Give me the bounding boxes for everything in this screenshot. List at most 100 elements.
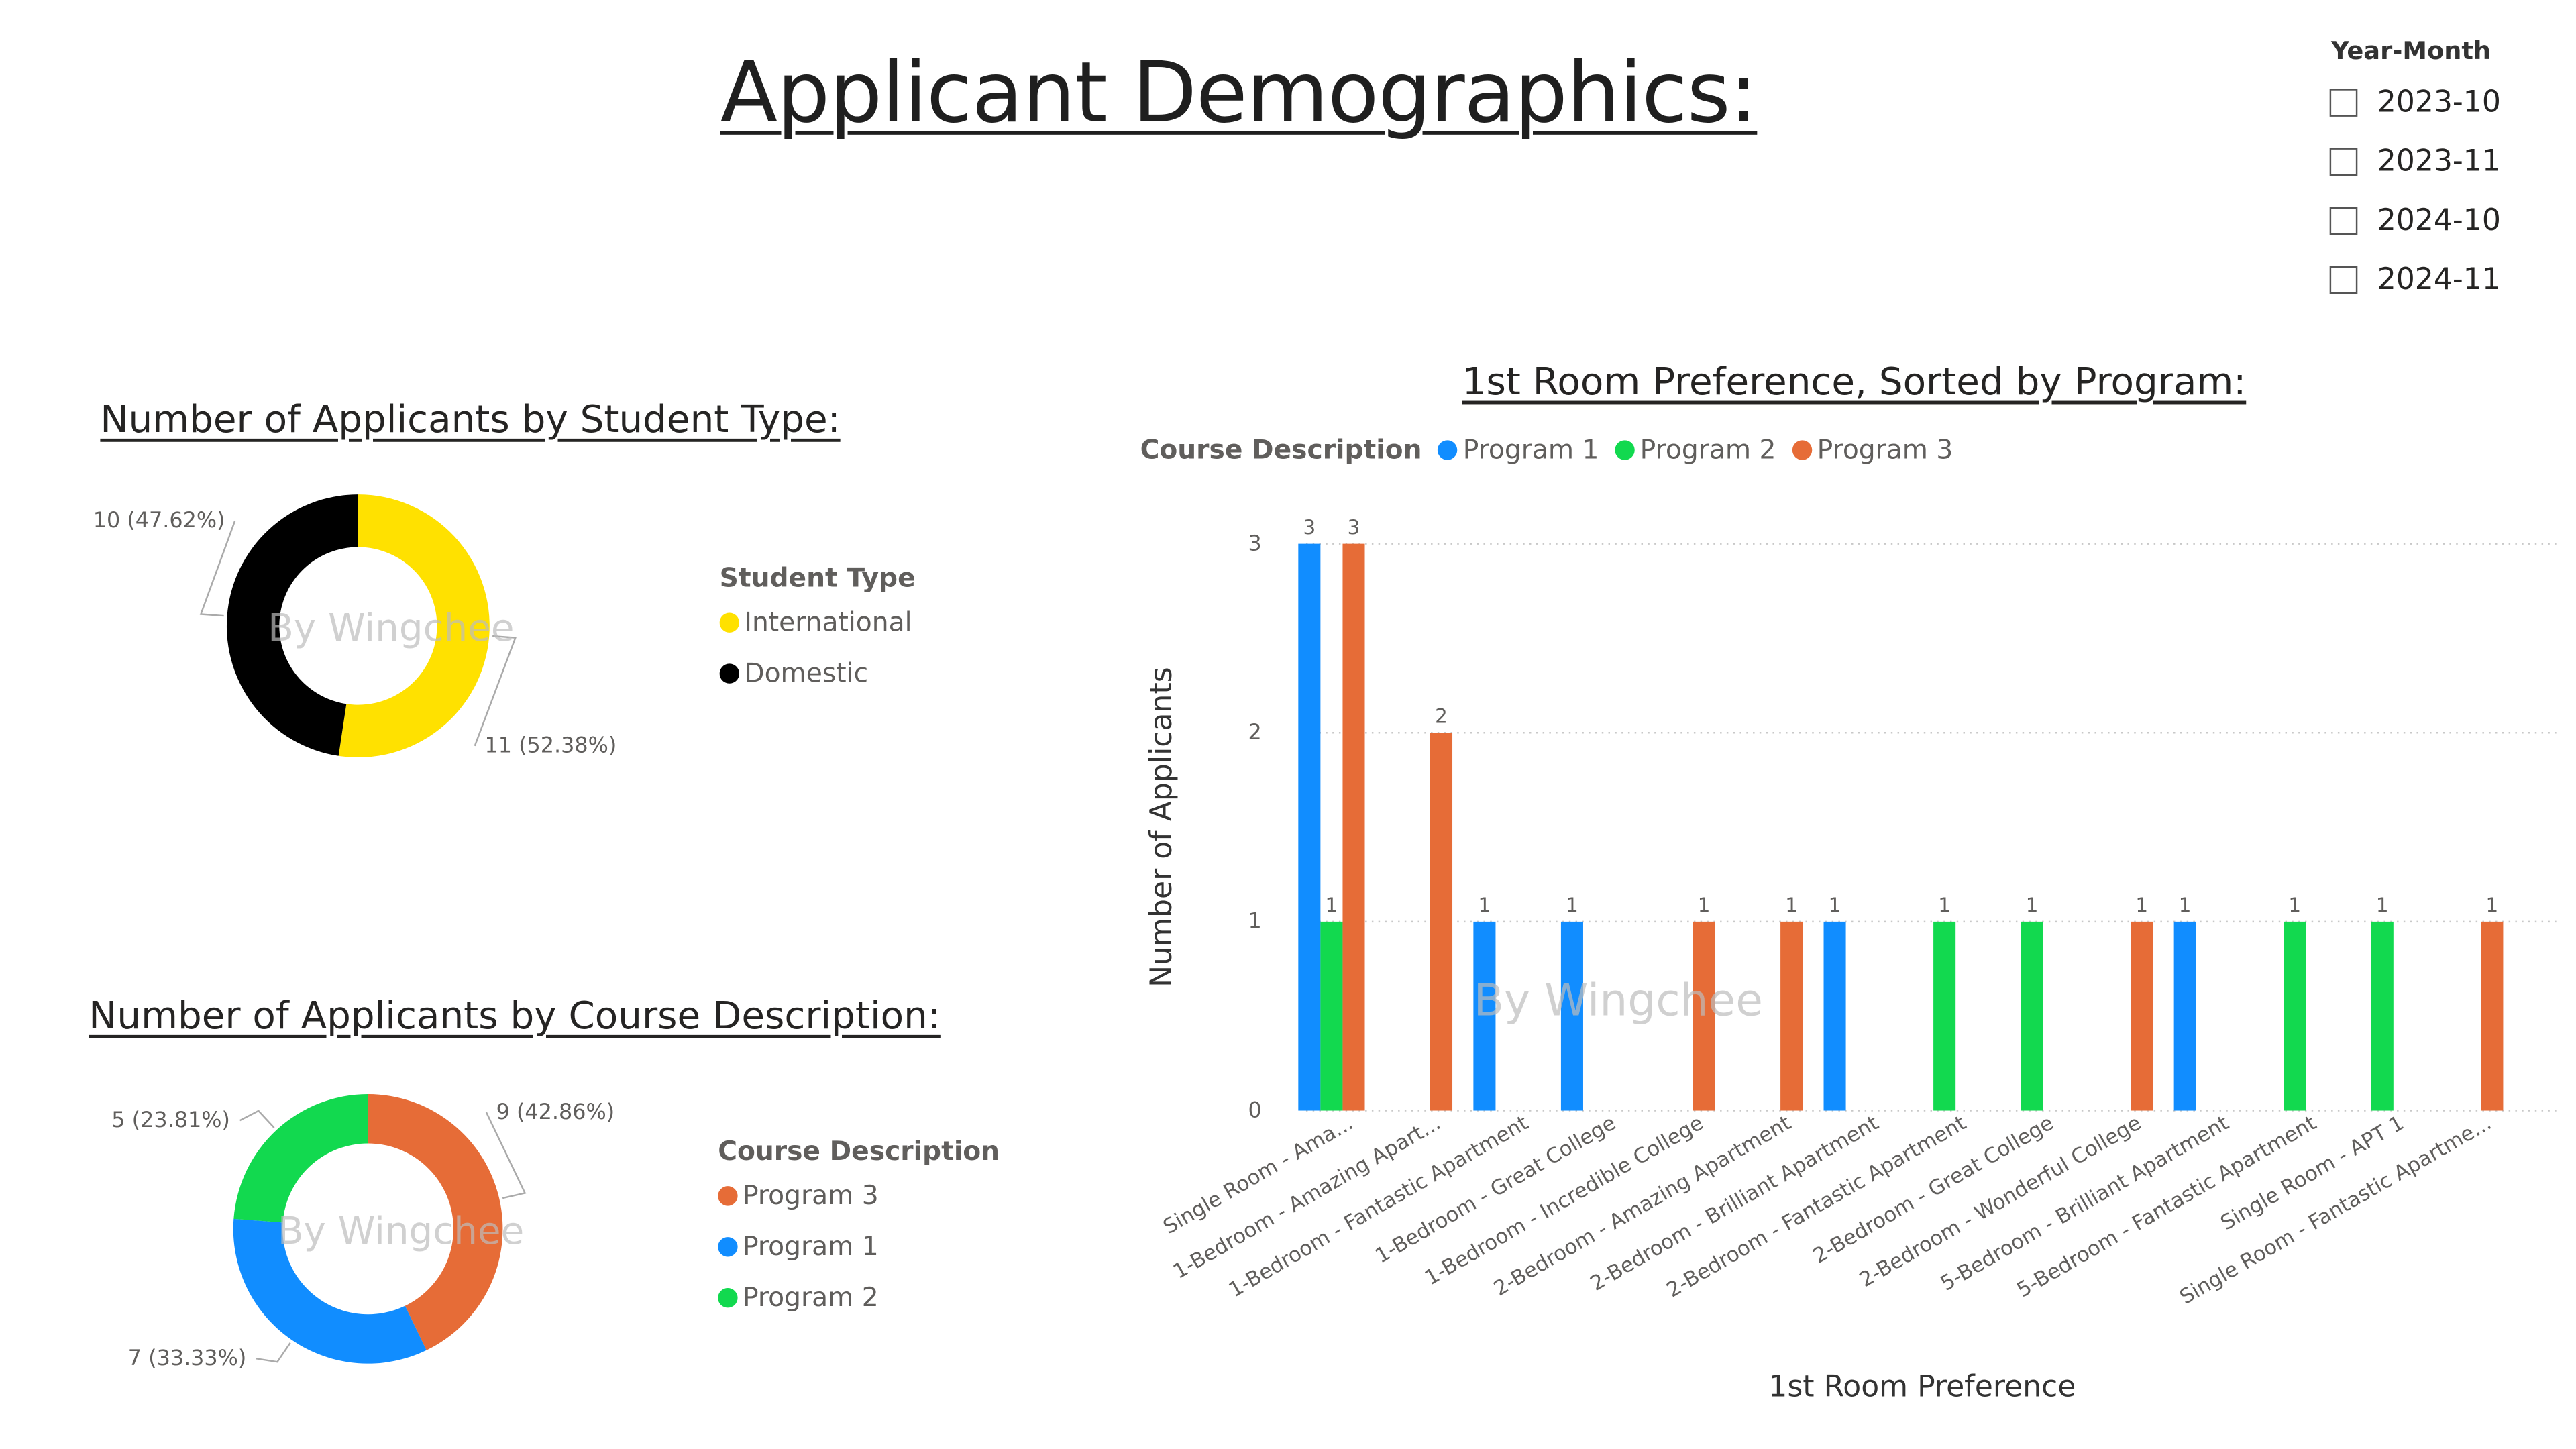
donut-slice-international: [338, 494, 490, 757]
slicer-item-2024-11[interactable]: 2024-11: [2329, 260, 2501, 299]
legend-dot-icon: [718, 1185, 738, 1205]
legend-item-program-3[interactable]: Program 3: [718, 1179, 1000, 1211]
bar-program-2: [1933, 921, 1956, 1111]
data-label: 7 (33.33%): [128, 1345, 247, 1371]
legend-dot-icon: [1615, 439, 1635, 460]
slicer-item-2024-10[interactable]: 2024-10: [2329, 201, 2501, 240]
legend-title: Course Description: [718, 1135, 1000, 1167]
legend-item-domestic[interactable]: Domestic: [719, 657, 916, 689]
checkbox[interactable]: [2329, 265, 2358, 294]
legend-label: Program 3: [1817, 433, 1953, 466]
bar-program-3: [2481, 921, 2504, 1111]
slicer-item-label: 2024-10: [2377, 203, 2501, 237]
legend-title: Course Description: [1140, 433, 1422, 466]
slicer-item-label: 2023-10: [2377, 85, 2501, 119]
donut-slice-program-3: [368, 1094, 503, 1350]
y-tick-label: 3: [1248, 530, 1262, 555]
legend-dot-icon: [1438, 439, 1458, 460]
bar-program-1: [1473, 921, 1496, 1111]
bar-data-label: 1: [2026, 894, 2039, 916]
bar-program-3: [1780, 921, 1803, 1111]
watermark-text: By Wingchee: [1474, 974, 1763, 1026]
bar-data-label: 3: [1303, 516, 1316, 539]
legend-label: Program 2: [1640, 433, 1776, 466]
legend-item-international[interactable]: International: [719, 606, 916, 638]
donut-slice-program-2: [233, 1094, 368, 1223]
bar-program-2: [2371, 921, 2394, 1111]
checkbox[interactable]: [2329, 206, 2358, 234]
legend-label: International: [744, 606, 912, 638]
bar-data-label: 1: [1479, 894, 1491, 916]
student-type-donut-chart: 11 (52.38%) 10 (47.62%) By Wingchee: [93, 494, 616, 758]
bar-program-2: [1320, 921, 1343, 1111]
bar-data-label: 1: [1698, 894, 1711, 916]
legend-label: Program 2: [742, 1281, 879, 1313]
student-type-legend: Student Type International Domestic: [719, 561, 916, 689]
legend-dot-icon: [1792, 439, 1813, 460]
slicer-title: Year-Month: [2331, 36, 2491, 66]
legend-item-program-3[interactable]: Program 3: [1792, 433, 1953, 466]
legend-dot-icon: [718, 1287, 738, 1307]
legend-label: Program 3: [742, 1179, 879, 1211]
bar-data-label: 1: [1785, 894, 1798, 916]
bar-program-3: [1342, 543, 1365, 1111]
legend-title: Student Type: [719, 561, 916, 594]
data-label: 10 (47.62%): [93, 507, 225, 533]
legend-label: Program 1: [742, 1230, 879, 1262]
watermark-text: By Wingchee: [278, 1210, 524, 1253]
leader-line: [199, 520, 236, 617]
data-label: 9 (42.86%): [496, 1099, 615, 1124]
checkbox[interactable]: [2329, 147, 2358, 175]
legend-dot-icon: [718, 1236, 738, 1256]
legend-dot-icon: [719, 663, 740, 683]
legend-item-program-1[interactable]: Program 1: [1438, 433, 1599, 466]
data-label: 5 (23.81%): [111, 1107, 230, 1132]
bar-program-3: [1430, 733, 1453, 1111]
room-preference-legend: Course Description Program 1 Program 2 P…: [1140, 434, 1953, 466]
bar-program-1: [2174, 921, 2196, 1111]
legend-label: Program 1: [1462, 433, 1599, 466]
watermark-text: By Wingchee: [268, 606, 514, 650]
bar-data-label: 1: [2486, 894, 2499, 916]
leader-line: [485, 1112, 527, 1199]
bar-program-1: [1298, 543, 1321, 1111]
leader-line: [239, 1110, 275, 1128]
donut-slice-program-1: [233, 1218, 427, 1364]
bar-data-label: 1: [2288, 894, 2301, 916]
y-tick-label: 0: [1248, 1097, 1262, 1122]
bar-data-label: 1: [1326, 894, 1338, 916]
y-tick-label: 1: [1248, 908, 1262, 934]
room-preference-bar-chart: 0 1 2 3 Number of Applicants 1st Room Prefere…: [1144, 516, 2560, 1404]
bar-program-3: [1693, 921, 1715, 1111]
leader-line: [256, 1342, 291, 1363]
bar-program-1: [1560, 921, 1583, 1111]
bar-data-label: 3: [1348, 516, 1360, 539]
page-title: Applicant Demographics:: [720, 46, 1758, 144]
bar-program-2: [2284, 921, 2306, 1111]
bar-data-label: 1: [1938, 894, 1951, 916]
slicer-item-2023-11[interactable]: 2023-11: [2329, 142, 2501, 181]
legend-dot-icon: [719, 612, 740, 632]
bar-data-label: 1: [1829, 894, 1841, 916]
bar-data-label: 1: [2135, 894, 2148, 916]
data-label: 11 (52.38%): [484, 733, 616, 758]
legend-item-program-2[interactable]: Program 2: [718, 1281, 1000, 1313]
room-preference-chart-title: 1st Room Preference, Sorted by Program:: [1462, 361, 2247, 405]
donut-slice-domestic: [226, 494, 358, 756]
y-tick-label: 2: [1248, 719, 1262, 745]
checkbox[interactable]: [2329, 88, 2358, 116]
course-chart-title: Number of Applicants by Course Descripti…: [89, 996, 941, 1038]
x-axis-title: 1st Room Preference: [1768, 1370, 2076, 1404]
bar-data-label: 1: [1566, 894, 1578, 916]
slicer-item-2023-10[interactable]: 2023-10: [2329, 82, 2501, 121]
leader-line: [474, 635, 517, 747]
bar-program-2: [2021, 921, 2043, 1111]
bar-data-label: 2: [1435, 705, 1448, 728]
bar-program-1: [1823, 921, 1846, 1111]
course-donut-chart: 9 (42.86%) 7 (33.33%) 5 (23.81%) By Wingche…: [111, 1094, 615, 1371]
legend-item-program-2[interactable]: Program 2: [1615, 433, 1776, 466]
legend-label: Domestic: [744, 657, 869, 689]
slicer-item-label: 2024-11: [2377, 262, 2501, 297]
legend-item-program-1[interactable]: Program 1: [718, 1230, 1000, 1262]
bar-program-3: [2131, 921, 2153, 1111]
